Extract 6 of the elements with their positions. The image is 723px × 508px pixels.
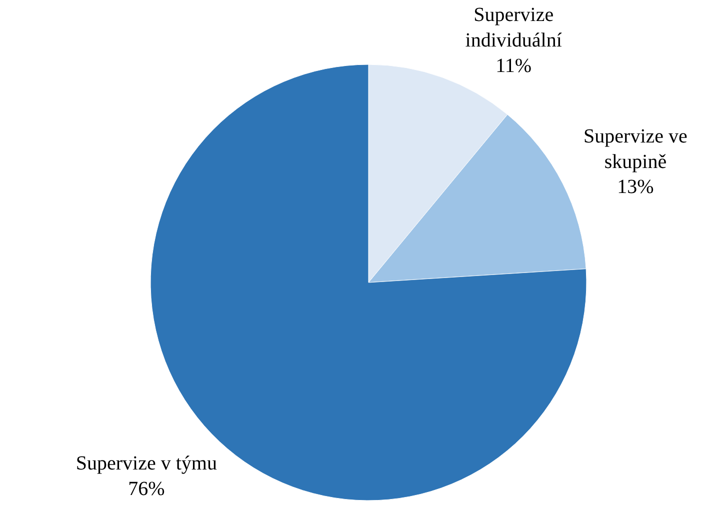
data-label: 11% [496, 54, 532, 77]
slice-label: Supervize v týmu [76, 452, 217, 475]
data-label: 13% [617, 176, 654, 198]
slice-label: Supervize ve skupině [584, 125, 688, 173]
data-label: 76% [128, 478, 165, 500]
slice-label: Supervize individuální [465, 4, 562, 52]
